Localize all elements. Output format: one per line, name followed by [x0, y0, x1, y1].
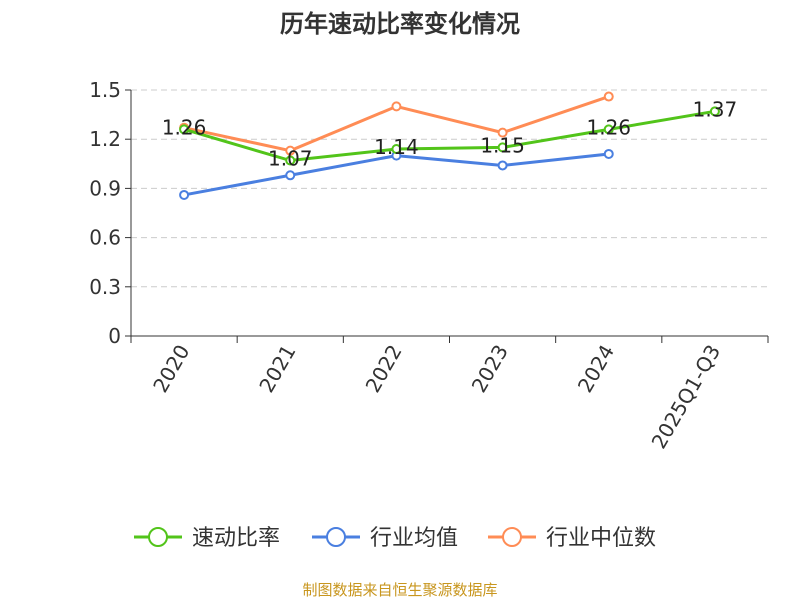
x-tick-label: 2021: [254, 341, 300, 397]
data-label: 1.26: [162, 115, 207, 139]
legend-label: 行业均值: [370, 526, 458, 551]
data-point: [709, 106, 720, 117]
data-point: [497, 142, 508, 153]
data-point: [179, 124, 190, 135]
data-label: 1.37: [693, 97, 738, 121]
y-tick-label: 1.5: [89, 78, 121, 102]
y-tick-label: 1.2: [89, 127, 121, 151]
legend-marker: [326, 527, 346, 547]
y-tick-label: 0.3: [89, 275, 121, 299]
x-tick-label: 2024: [573, 341, 619, 397]
data-point: [391, 101, 402, 112]
data-point: [285, 170, 296, 181]
data-point: [179, 189, 190, 200]
data-point: [603, 124, 614, 135]
legend-marker: [502, 527, 522, 547]
chart-title: 历年速动比率变化情况: [280, 10, 520, 38]
y-tick-label: 0.6: [89, 226, 121, 250]
legend-label: 速动比率: [192, 526, 280, 551]
data-label: 1.15: [480, 133, 525, 157]
data-point: [603, 148, 614, 159]
data-point: [497, 160, 508, 171]
data-label: 1.07: [268, 147, 313, 171]
data-label: 1.26: [586, 115, 631, 139]
x-tick-label: 2023: [467, 341, 513, 397]
data-point: [285, 155, 296, 166]
data-point: [603, 91, 614, 102]
source-note: 制图数据来自恒生聚源数据库: [302, 581, 497, 599]
y-tick-label: 0: [108, 324, 121, 348]
x-tick-label: 2025Q1-Q3: [647, 341, 726, 453]
data-point: [391, 144, 402, 155]
x-tick-label: 2022: [361, 341, 407, 397]
legend-label: 行业中位数: [546, 526, 656, 551]
legend-marker: [148, 527, 168, 547]
y-tick-label: 0.9: [89, 176, 121, 200]
data-point: [497, 127, 508, 138]
data-label: 1.14: [374, 135, 419, 159]
series-line: [183, 109, 716, 163]
x-tick-label: 2020: [148, 341, 194, 397]
data-point: [285, 145, 296, 156]
